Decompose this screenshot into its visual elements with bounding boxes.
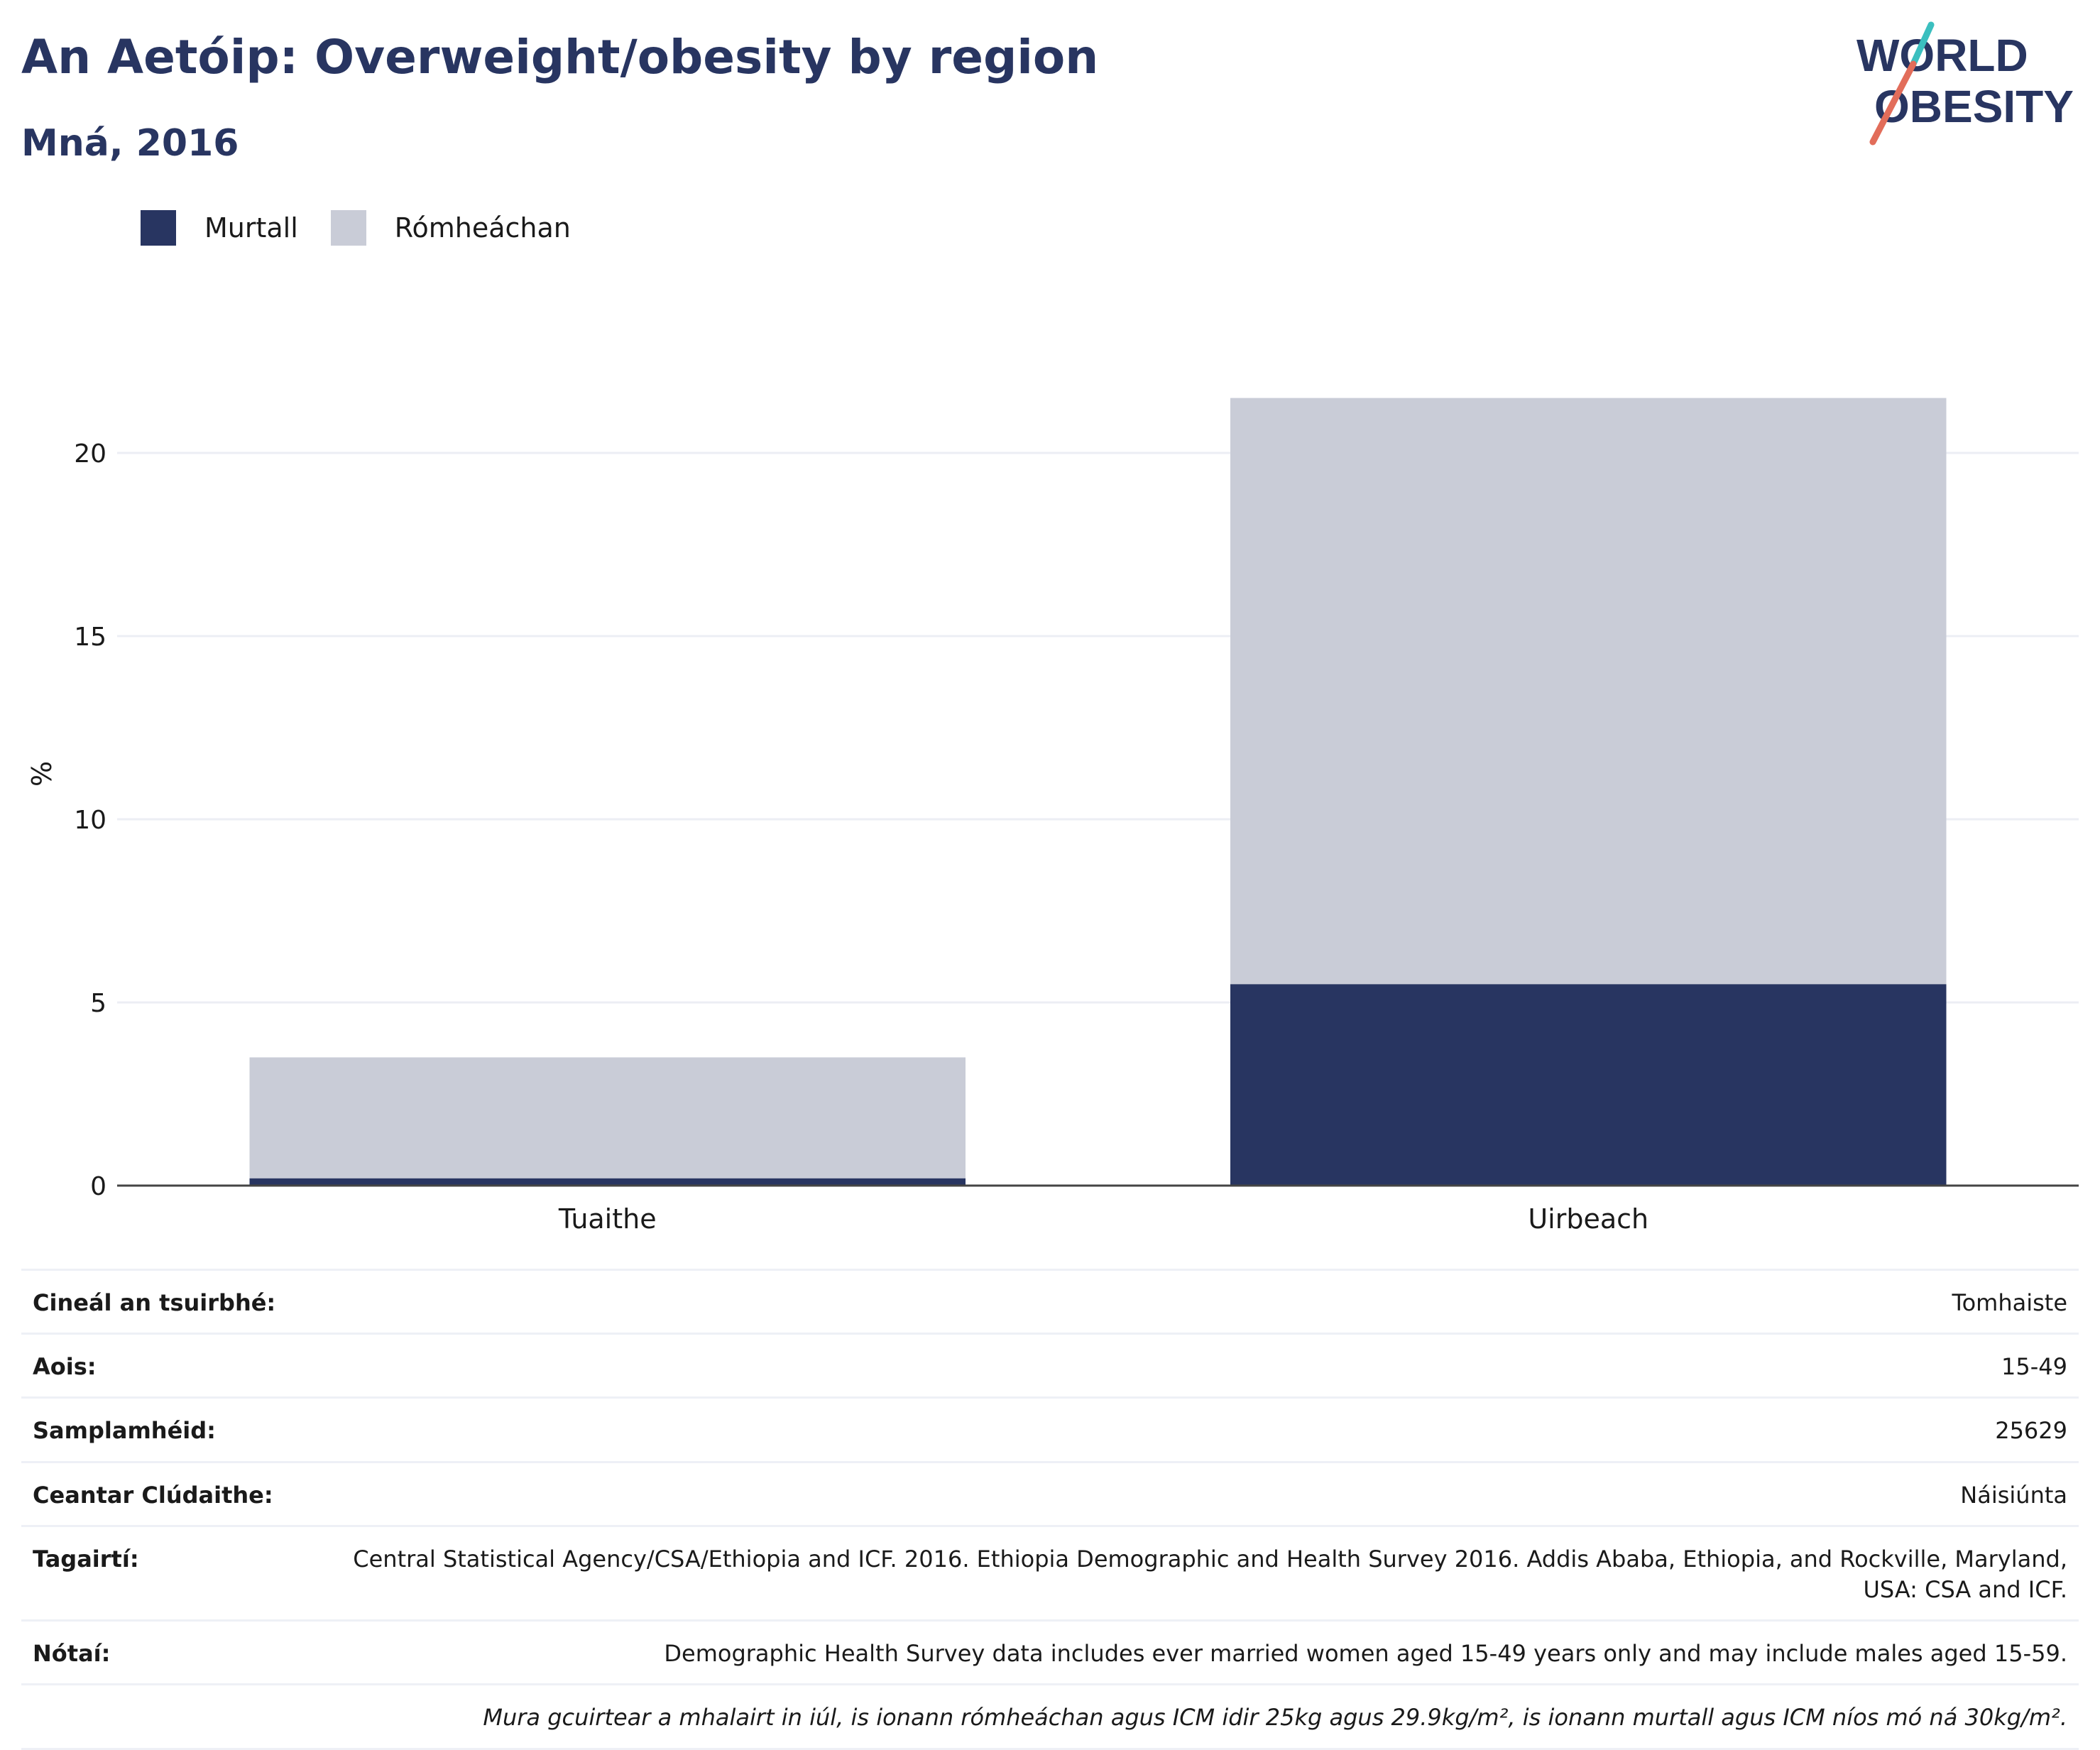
- y-tick-label: 10: [74, 806, 106, 835]
- chart-subtitle: Mná, 2016: [21, 122, 239, 165]
- logo-text-top: WORLD: [1856, 30, 2028, 81]
- info-value: 25629: [287, 1396, 2079, 1462]
- info-key: Ceantar Clúdaithe:: [21, 1460, 288, 1526]
- world-obesity-logo: WORLD OBESITY: [1856, 21, 2074, 146]
- info-row: Samplamhéid: 25629: [21, 1396, 2079, 1462]
- legend-label-romheachan: Rómheáchan: [394, 212, 571, 244]
- stacked-bar-chart: 0 5 10 15 20% Tuaithe Uirbeach: [26, 398, 2079, 1235]
- legend-swatch-romheachan: [330, 210, 366, 246]
- info-row: Nótaí: Demographic Health Survey data inc…: [21, 1619, 2079, 1685]
- x-tick-label: Tuaithe: [558, 1203, 657, 1235]
- y-tick-label: 5: [90, 989, 106, 1018]
- info-value: Central Statistical Agency/CSA/Ethiopia …: [287, 1524, 2079, 1621]
- bar-murtall-0: [249, 1178, 966, 1186]
- info-value: Náisiúnta: [287, 1460, 2079, 1526]
- x-tick-label: Uirbeach: [1528, 1203, 1648, 1235]
- legend-item-romheachan[interactable]: Rómheáchan: [330, 210, 571, 246]
- y-tick-label: 20: [74, 439, 106, 469]
- bar-romheachan-0: [249, 1057, 966, 1178]
- y-tick-label: 0: [90, 1172, 106, 1201]
- chart-legend: Murtall Rómheáchan: [141, 210, 603, 246]
- info-value: 15-49: [287, 1333, 2079, 1398]
- info-key: Aois:: [21, 1333, 288, 1398]
- info-row: Ceantar Clúdaithe: Náisiúnta: [21, 1460, 2079, 1526]
- bmi-footnote: Mura gcuirtear a mhalairt in iúl, is ion…: [287, 1683, 2079, 1750]
- legend-swatch-murtall: [141, 210, 176, 246]
- info-key: Cineál an tsuirbhé:: [21, 1268, 288, 1334]
- footnote-row: Mura gcuirtear a mhalairt in iúl, is ion…: [21, 1683, 2079, 1750]
- info-key: Tagairtí:: [21, 1524, 288, 1621]
- bar-romheachan-1: [1230, 398, 1947, 985]
- y-tick-label: 15: [74, 623, 106, 652]
- info-value: Demographic Health Survey data includes …: [287, 1619, 2079, 1685]
- bar-murtall-1: [1230, 984, 1947, 1186]
- chart-title: An Aetóip: Overweight/obesity by region: [21, 30, 1099, 84]
- logo-coral-slash: [1869, 60, 1917, 146]
- logo-text-bottom: OBESITY: [1874, 81, 2074, 132]
- info-value: Tomhaiste: [287, 1268, 2079, 1334]
- legend-label-murtall: Murtall: [204, 212, 298, 244]
- info-row: Aois: 15-49: [21, 1333, 2079, 1398]
- info-key: Nótaí:: [21, 1619, 288, 1685]
- info-row: Tagairtí: Central Statistical Agency/CSA/…: [21, 1524, 2079, 1621]
- survey-info-table: Cineál an tsuirbhé: Tomhaiste Aois: 15-49 Sa…: [21, 1268, 2079, 1750]
- y-axis-label: %: [26, 761, 58, 787]
- logo-teal-slash: [1910, 21, 1935, 67]
- info-row: Cineál an tsuirbhé: Tomhaiste: [21, 1268, 2079, 1334]
- legend-item-murtall[interactable]: Murtall: [141, 210, 298, 246]
- info-key: Samplamhéid:: [21, 1396, 288, 1462]
